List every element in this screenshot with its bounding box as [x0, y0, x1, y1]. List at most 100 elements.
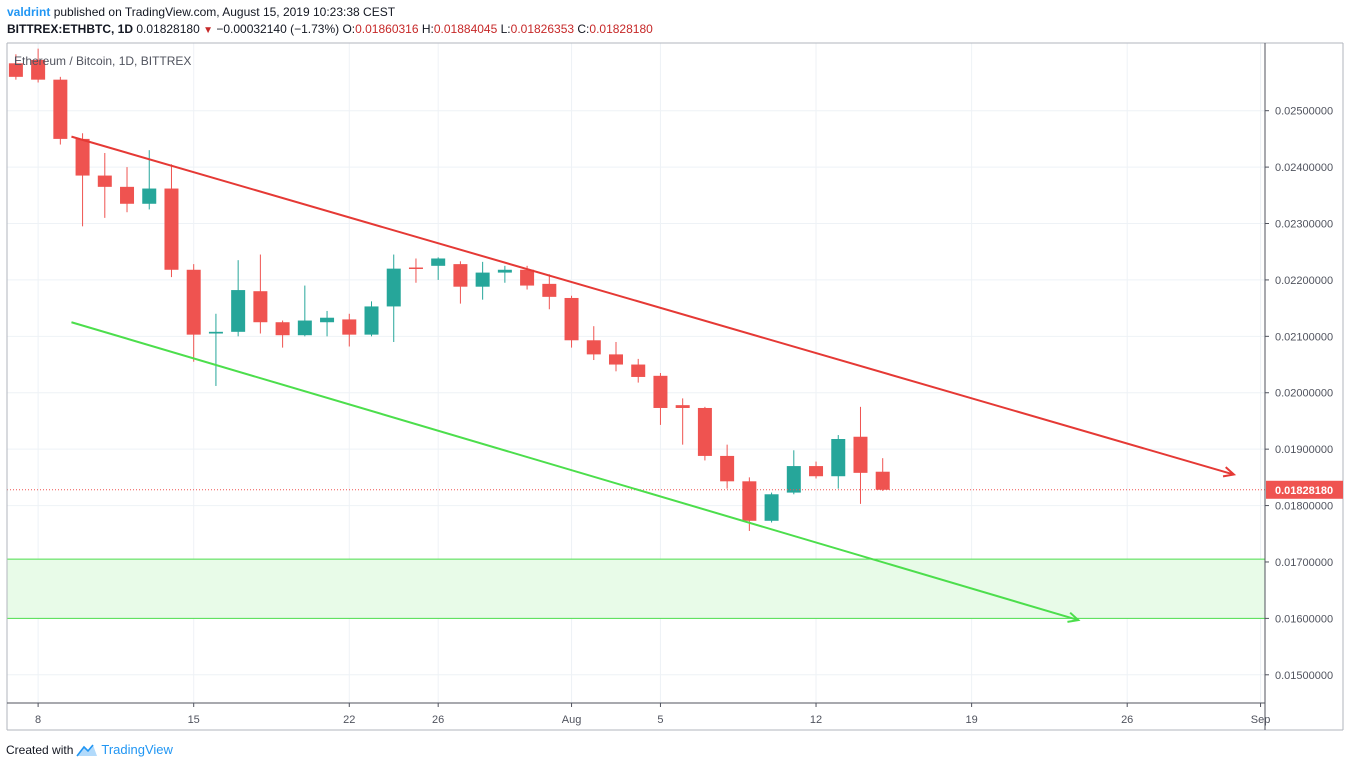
candle-body — [520, 269, 535, 286]
candle-body — [275, 322, 290, 336]
candle-down — [453, 261, 468, 304]
candle-up — [475, 261, 490, 300]
candle-down — [809, 461, 824, 479]
candle-body — [853, 436, 868, 473]
candle-body — [297, 320, 312, 336]
x-tick-label: Aug — [562, 714, 582, 726]
low-label: L: — [500, 22, 511, 36]
author-name[interactable]: valdrint — [7, 5, 51, 19]
candle-down — [75, 133, 90, 227]
candle-body — [764, 494, 779, 521]
tradingview-logo-icon — [76, 743, 98, 756]
candle-body — [831, 439, 846, 477]
candle-body — [386, 268, 401, 307]
candle-down — [53, 76, 68, 145]
candle-down — [631, 358, 646, 383]
y-tick-label: 0.01900000 — [1275, 444, 1333, 456]
symbol-label: BITTREX:ETHBTC, 1D — [7, 22, 133, 36]
candle-down — [186, 264, 201, 362]
x-tick-label: Sep — [1251, 714, 1271, 726]
candle-down — [653, 373, 668, 425]
ohlc-summary: BITTREX:ETHBTC, 1D 0.01828180 ▼ −0.00032… — [7, 22, 653, 36]
candle-down — [8, 54, 23, 80]
candle-up — [364, 301, 379, 337]
candle-down — [97, 153, 112, 218]
y-tick-label: 0.02500000 — [1275, 106, 1333, 118]
y-tick-label: 0.02200000 — [1275, 275, 1333, 287]
y-tick-label: 0.01600000 — [1275, 613, 1333, 625]
candle-body — [142, 188, 157, 204]
x-tick-label: 12 — [810, 714, 822, 726]
candle-body — [231, 290, 246, 332]
candle-down — [720, 444, 735, 489]
close-price: 0.01828180 — [136, 22, 200, 36]
candle-body — [320, 317, 335, 323]
y-tick-label: 0.01800000 — [1275, 501, 1333, 513]
x-tick-label: 19 — [965, 714, 977, 726]
tradingview-brand[interactable]: TradingView — [101, 742, 173, 757]
candle-down — [275, 320, 290, 348]
candle-up — [497, 265, 512, 283]
open-label: O: — [342, 22, 356, 36]
candle-body — [608, 354, 623, 365]
candle-up — [297, 285, 312, 337]
candle-down — [408, 258, 423, 283]
support-line-stroke — [71, 321, 1079, 622]
candle-body — [97, 175, 112, 187]
candle-down — [564, 295, 579, 348]
candle-body — [164, 188, 179, 270]
candle-down — [31, 48, 46, 83]
candle-body — [497, 269, 512, 273]
candle-up — [786, 450, 801, 495]
time-axis: 8 15 22 26 Aug 5 12 19 26 Sep — [35, 703, 1270, 726]
down-arrow-icon: ▼ — [203, 25, 213, 36]
candle-down — [608, 341, 623, 372]
low-value: 0.01826353 — [510, 22, 575, 36]
candle-body — [631, 364, 646, 377]
last-price-badge — [1266, 480, 1343, 499]
support-line — [71, 321, 1081, 623]
y-tick-label: 0.02000000 — [1275, 388, 1333, 400]
candle-down — [253, 254, 268, 334]
candle-body — [542, 283, 557, 297]
candle-body — [697, 407, 712, 456]
x-tick-label: 15 — [188, 714, 200, 726]
candle-up — [231, 260, 246, 337]
candle-body — [786, 466, 801, 493]
close-label: C: — [577, 22, 590, 36]
candle-body — [8, 63, 23, 77]
candle-down — [120, 167, 135, 213]
candle-body — [342, 319, 357, 335]
candle-down — [586, 326, 601, 361]
arrow-head-icon — [1067, 611, 1081, 623]
resistance-line-stroke — [71, 135, 1235, 476]
candle-up — [431, 257, 446, 280]
x-tick-label: 26 — [432, 714, 444, 726]
last-price-label: 0.01828180 — [1275, 485, 1333, 497]
candles — [7, 48, 1265, 531]
y-tick-label: 0.02300000 — [1275, 219, 1333, 231]
price-axis: 0.01500000 0.01600000 0.01700000 0.01800000… — [1265, 106, 1343, 682]
candle-up — [208, 313, 223, 386]
candle-body — [431, 258, 446, 266]
published-text: published on TradingView.com, August 15,… — [53, 5, 396, 19]
candle-body — [53, 79, 68, 139]
resistance-line — [71, 135, 1237, 478]
trend-lines — [71, 135, 1237, 623]
chart-frame — [6, 42, 1344, 731]
candle-up — [831, 435, 846, 489]
support-zone — [7, 558, 1265, 619]
candle-body — [253, 291, 268, 323]
candle-down — [342, 313, 357, 347]
candle-body — [408, 267, 423, 270]
candle-body — [809, 466, 824, 477]
x-tick-label: 22 — [343, 714, 355, 726]
created-with-text: Created with — [6, 742, 74, 757]
publication-info: valdrint published on TradingView.com, A… — [7, 5, 395, 19]
y-tick-label: 0.02100000 — [1275, 331, 1333, 343]
high-label: H: — [421, 22, 434, 36]
candle-body — [453, 264, 468, 287]
candle-body — [742, 481, 757, 521]
candle-body — [186, 269, 201, 335]
